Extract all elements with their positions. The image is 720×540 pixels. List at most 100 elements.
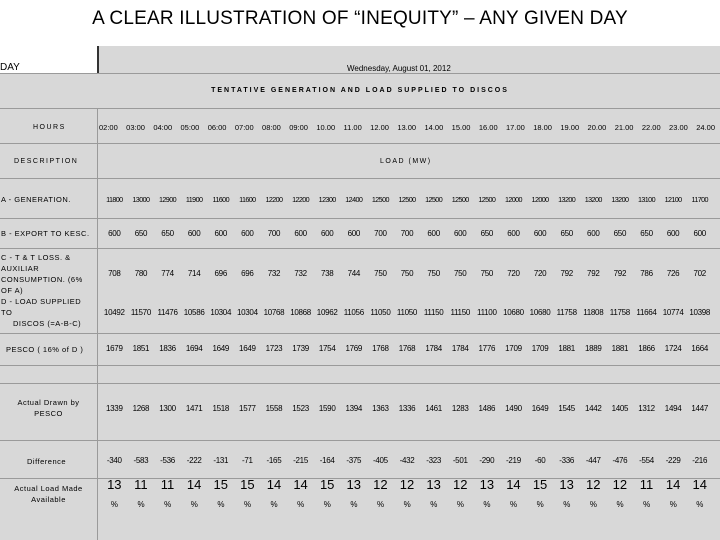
- table-cell: 1709: [505, 344, 522, 353]
- percent-unit: %: [243, 500, 251, 509]
- label-line: Available: [31, 495, 66, 504]
- table-cell: 750: [480, 269, 494, 278]
- table-cell: 15: [319, 477, 335, 492]
- table-cell: 1442: [584, 404, 602, 413]
- label-line: CONSUMPTION. (6%: [1, 275, 83, 284]
- table-cell: 1664: [691, 344, 709, 353]
- hour-cell: 19.00: [560, 123, 580, 132]
- table-cell: 1723: [265, 344, 283, 353]
- table-cell: 1405: [611, 404, 629, 413]
- grid-line: [0, 108, 720, 109]
- data-row-load-supplied: 10492 11570 11476 10586 10304 10304 10768 10868…: [101, 308, 713, 317]
- row-label-losses: C - T & T LOSS. & AUXILIAR CONSUMPTION. …: [1, 252, 83, 296]
- percent-unit: %: [483, 500, 491, 509]
- table-cell: 11056: [343, 308, 364, 317]
- table-cell: 11570: [130, 308, 151, 317]
- table-cell: 650: [134, 229, 148, 238]
- table-cell: 15: [240, 477, 255, 492]
- table-cell: 10868: [290, 308, 311, 317]
- grid-line: [0, 248, 720, 249]
- table-cell: -336: [559, 456, 575, 465]
- hours-row: 02:00 03:00 04:00 05:00 06:00 07:00 08:00 09:00…: [99, 123, 715, 132]
- table-cell: 1545: [558, 404, 575, 413]
- percent-unit: %: [190, 500, 198, 509]
- percent-unit: %: [110, 500, 118, 509]
- table-cell: 11: [134, 477, 148, 492]
- table-cell: 732: [267, 269, 281, 278]
- grid-line: [0, 143, 720, 144]
- table-background: [0, 46, 720, 540]
- table-cell: 780: [134, 269, 148, 278]
- table-cell: 750: [427, 269, 440, 278]
- data-row-percent-units: %%%%%%%%%%%%%%%%%%%%%%%: [101, 500, 713, 509]
- percent-unit: %: [616, 500, 624, 509]
- table-cell: 1694: [185, 344, 203, 353]
- table-cell: 12200: [292, 195, 310, 204]
- table-cell: 650: [560, 229, 573, 238]
- table-cell: 792: [587, 269, 600, 278]
- hour-cell: 10.00: [316, 123, 336, 132]
- percent-unit: %: [376, 500, 384, 509]
- table-cell: 1784: [451, 344, 469, 353]
- table-cell: 13200: [584, 195, 603, 204]
- table-cell: -405: [372, 456, 388, 465]
- grid-line: [0, 365, 720, 366]
- hour-cell: 07:00: [234, 123, 254, 132]
- table-cell: 1739: [292, 344, 309, 353]
- data-row-difference: -340 -583 -536 -222 -131 -71 -165 -215 -164 -375 -…: [101, 456, 713, 465]
- hour-cell: 16.00: [478, 123, 498, 132]
- row-label-difference: Difference: [27, 457, 67, 466]
- percent-unit: %: [563, 500, 571, 509]
- table-cell: -229: [665, 456, 681, 465]
- table-cell: 600: [187, 229, 201, 238]
- row-label-export: B - EXPORT TO KESC.: [1, 229, 90, 238]
- table-cell: 792: [560, 269, 573, 278]
- table-cell: 600: [533, 229, 547, 238]
- table-cell: 600: [666, 229, 680, 238]
- table-cell: 13200: [558, 195, 576, 204]
- day-label: DAY: [0, 62, 20, 73]
- table-cell: -476: [612, 456, 628, 465]
- table-cell: 700: [374, 229, 387, 238]
- table-cell: 720: [507, 269, 520, 278]
- label-line: TO: [1, 308, 13, 317]
- percent-unit: %: [430, 500, 438, 509]
- table-cell: 600: [507, 229, 520, 238]
- table-cell: 11476: [157, 308, 178, 317]
- grid-line: [0, 218, 720, 219]
- table-cell: 12: [612, 477, 628, 492]
- percent-unit: %: [456, 500, 464, 509]
- hour-cell: 08:00: [262, 123, 281, 132]
- table-cell: 13100: [637, 195, 656, 204]
- data-row-actual-drawn: 1339 1268 1300 1471 1518 1577 1558 1523 1590 1394…: [101, 404, 713, 413]
- hour-cell: 22.00: [641, 123, 661, 132]
- percent-unit: %: [323, 500, 331, 509]
- table-cell: -323: [426, 456, 442, 465]
- table-cell: 13200: [611, 195, 629, 204]
- table-cell: 650: [613, 229, 627, 238]
- table-cell: 12500: [398, 195, 417, 204]
- table-cell: 700: [400, 229, 414, 238]
- table-cell: 650: [640, 229, 653, 238]
- table-cell: 11758: [609, 308, 630, 317]
- table-cell: 750: [374, 269, 387, 278]
- table-cell: 1471: [185, 404, 203, 413]
- table-cell: 600: [241, 229, 254, 238]
- table-cell: -447: [585, 456, 601, 465]
- table-cell: 1769: [345, 344, 363, 353]
- percent-unit: %: [589, 500, 597, 509]
- table-cell: 12000: [504, 195, 523, 204]
- table-cell: 12300: [318, 195, 337, 204]
- table-cell: 11900: [185, 195, 203, 204]
- table-cell: 1577: [239, 404, 256, 413]
- table-cell: 1494: [664, 404, 682, 413]
- table-cell: 750: [454, 269, 467, 278]
- table-cell: 10398: [689, 308, 711, 317]
- hour-cell: 06:00: [207, 123, 227, 132]
- table-cell: 11050: [370, 308, 391, 317]
- table-cell: 1363: [372, 404, 389, 413]
- percent-unit: %: [696, 500, 704, 509]
- hour-cell: 21.00: [614, 123, 634, 132]
- table-cell: -131: [213, 456, 229, 465]
- table-cell: 11600: [212, 195, 230, 204]
